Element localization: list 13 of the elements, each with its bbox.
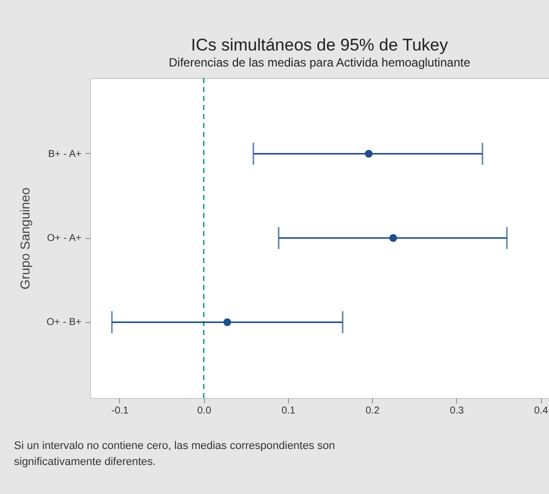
y-tick-label: O+ - A+: [47, 233, 82, 244]
x-tick-label: 0.4: [534, 406, 548, 416]
y-tick-label: O+ - B+: [46, 317, 82, 328]
chart-title: ICs simultáneos de 95% de Tukey: [190, 35, 449, 54]
x-tick-label: 0.0: [197, 406, 212, 416]
chart-subtitle: Diferencias de las medias para Activida hemoaglutinante: [168, 55, 471, 70]
text: Si un intervalo no contiene cero, las medias correspondientes son significativamente diferentes.: [14, 439, 336, 470]
y-tick-label: B+ - A+: [48, 148, 82, 160]
x-tick-label: 0.1: [281, 406, 296, 416]
y-axis-title: Grupo Sanguineo: [17, 188, 32, 290]
x-tick-label: 0.2: [366, 406, 380, 416]
x-tick-label: -0.1: [111, 406, 130, 416]
x-tick-label: 0.3: [450, 406, 464, 416]
